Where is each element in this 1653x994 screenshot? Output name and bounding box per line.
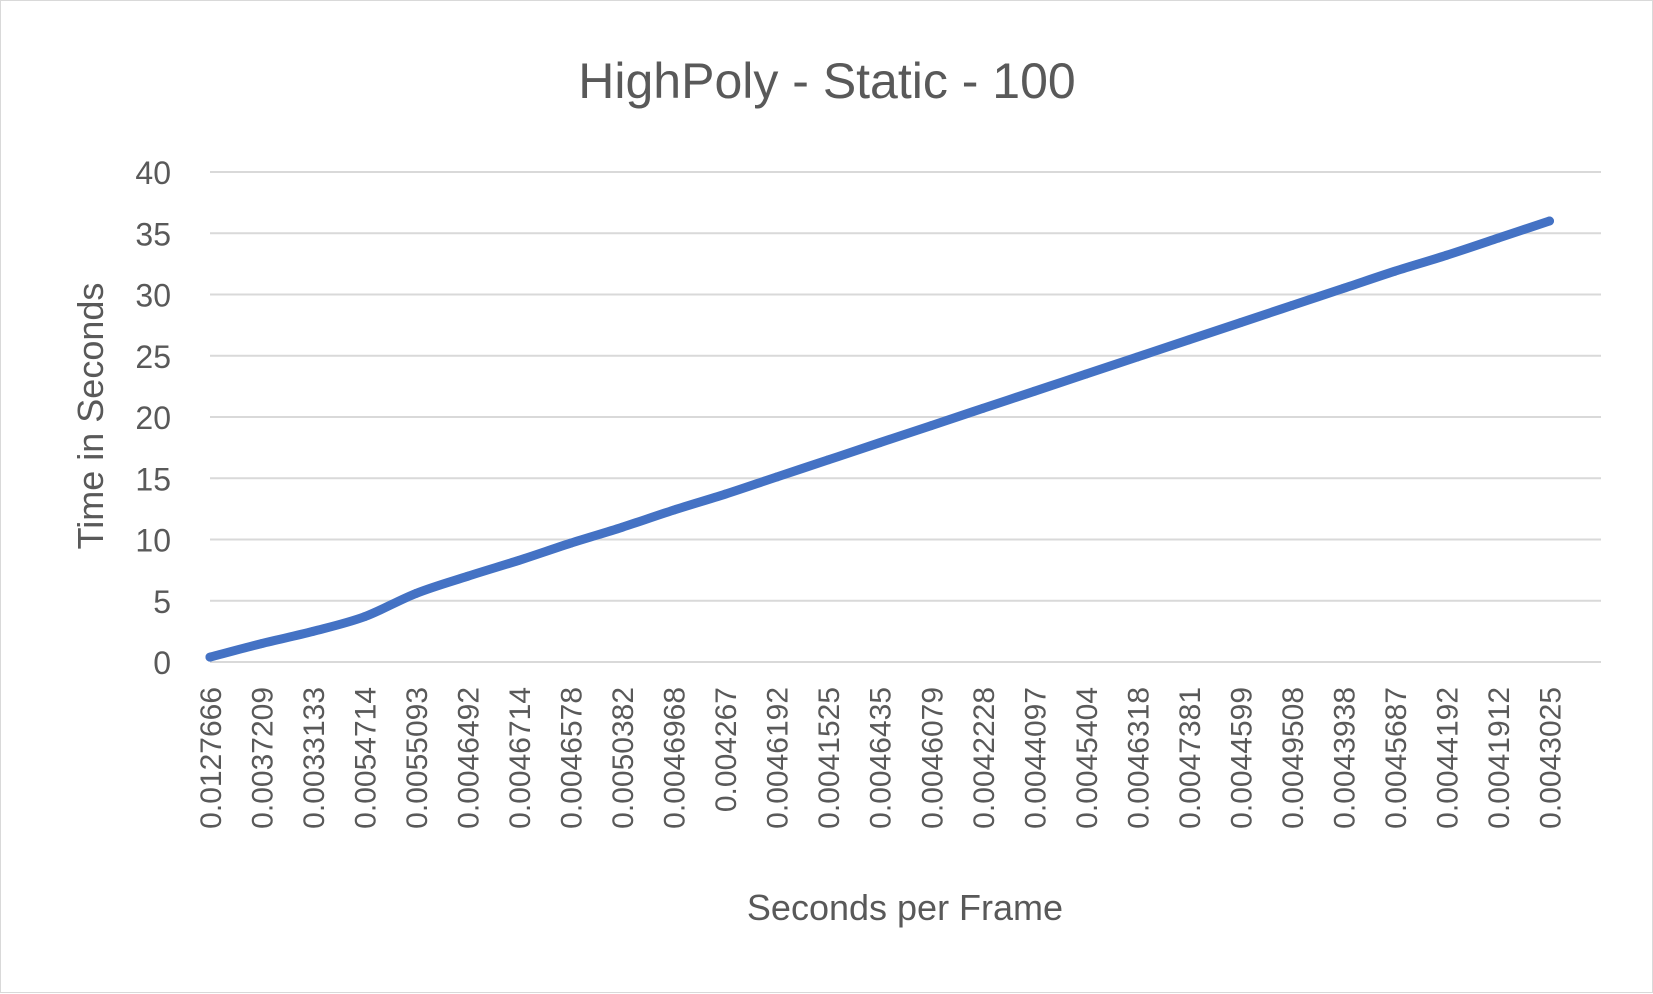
x-tick-label: 0.0046492 bbox=[453, 687, 486, 829]
data-point bbox=[823, 455, 833, 465]
x-tick-label: 0.0044599 bbox=[1225, 687, 1258, 829]
data-point bbox=[566, 538, 576, 548]
y-tick-label: 15 bbox=[135, 461, 171, 497]
x-tick-label: 0.0055093 bbox=[401, 687, 434, 829]
data-point bbox=[308, 626, 318, 636]
data-point bbox=[720, 489, 730, 499]
x-tick-label: 0.0045687 bbox=[1380, 687, 1413, 829]
x-tick-label: 0.0043938 bbox=[1328, 687, 1361, 829]
data-point bbox=[1493, 233, 1503, 243]
data-point bbox=[1338, 283, 1348, 293]
y-axis-ticks: 0 5 10 15 20 25 30 35 40 bbox=[135, 155, 171, 681]
x-tick-label: 0.0054714 bbox=[350, 687, 383, 829]
x-tick-label: 0.004267 bbox=[710, 687, 743, 812]
series-group bbox=[205, 216, 1554, 662]
gridlines bbox=[210, 171, 1601, 663]
x-tick-label: 0.0049508 bbox=[1277, 687, 1310, 829]
x-tick-label: 0.0044192 bbox=[1431, 687, 1464, 829]
data-point bbox=[1544, 216, 1554, 226]
data-point bbox=[1029, 386, 1039, 396]
y-tick-label: 25 bbox=[135, 339, 171, 375]
x-axis-label: Seconds per Frame bbox=[747, 887, 1063, 928]
data-point bbox=[978, 403, 988, 413]
data-point bbox=[875, 438, 885, 448]
data-point bbox=[463, 571, 473, 581]
x-tick-label: 0.0127666 bbox=[195, 687, 228, 829]
y-tick-label: 30 bbox=[135, 278, 171, 314]
data-point bbox=[360, 612, 370, 622]
data-point bbox=[1132, 352, 1142, 362]
data-point bbox=[1184, 335, 1194, 345]
data-point bbox=[257, 639, 267, 649]
data-point bbox=[669, 505, 679, 515]
data-point bbox=[514, 555, 524, 565]
x-tick-label: 0.0041912 bbox=[1483, 687, 1516, 829]
data-point bbox=[772, 472, 782, 482]
data-point bbox=[1390, 266, 1400, 276]
y-tick-label: 0 bbox=[153, 645, 171, 681]
x-tick-label: 0.0046578 bbox=[556, 687, 589, 829]
x-tick-label: 0.0046714 bbox=[504, 687, 537, 829]
y-tick-label: 35 bbox=[135, 216, 171, 252]
x-axis-ticks: 0.0127666 0.0037209 0.0033133 0.0054714 0.00… bbox=[195, 687, 1567, 829]
y-tick-label: 20 bbox=[135, 400, 171, 436]
data-point bbox=[1287, 301, 1297, 311]
data-point bbox=[1235, 318, 1245, 328]
x-tick-label: 0.0043025 bbox=[1534, 687, 1567, 829]
x-tick-label: 0.0046435 bbox=[865, 687, 898, 829]
x-tick-label: 0.0050382 bbox=[607, 687, 640, 829]
x-tick-label: 0.0046192 bbox=[762, 687, 795, 829]
data-point bbox=[1081, 369, 1091, 379]
x-tick-label: 0.0045404 bbox=[1071, 687, 1104, 829]
chart-title: HighPoly - Static - 100 bbox=[578, 53, 1075, 109]
y-axis-label: Time in Seconds bbox=[70, 283, 111, 550]
y-tick-label: 5 bbox=[153, 584, 171, 620]
x-tick-label: 0.0033133 bbox=[298, 687, 331, 829]
data-point bbox=[617, 522, 627, 532]
x-tick-label: 0.0037209 bbox=[247, 687, 280, 829]
data-point bbox=[926, 421, 936, 431]
data-point bbox=[1441, 250, 1451, 260]
y-tick-label: 10 bbox=[135, 523, 171, 559]
x-tick-label: 0.0046968 bbox=[659, 687, 692, 829]
data-point bbox=[205, 652, 215, 662]
x-tick-label: 0.0047381 bbox=[1174, 687, 1207, 829]
x-tick-label: 0.0041525 bbox=[813, 687, 846, 829]
x-tick-label: 0.0044097 bbox=[1019, 687, 1052, 829]
x-tick-label: 0.0046318 bbox=[1122, 687, 1155, 829]
y-tick-label: 40 bbox=[135, 155, 171, 191]
x-tick-label: 0.0046079 bbox=[916, 687, 949, 829]
data-point bbox=[411, 588, 421, 598]
x-tick-label: 0.0042228 bbox=[968, 687, 1001, 829]
